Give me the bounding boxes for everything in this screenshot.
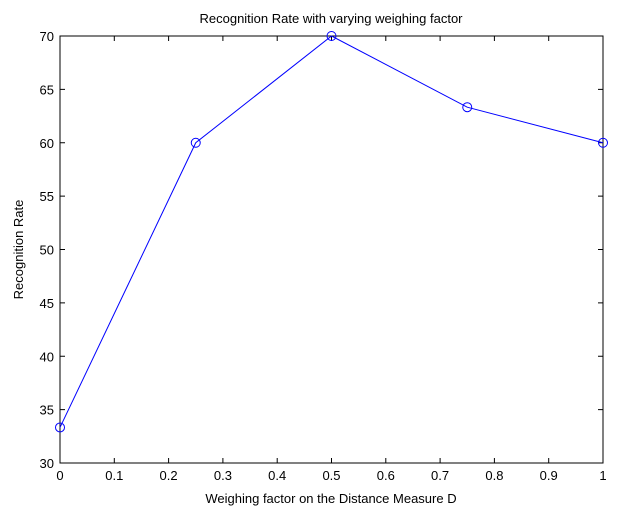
- y-tick-label: 65: [40, 82, 54, 97]
- y-tick-label: 60: [40, 136, 54, 151]
- x-tick-label: 0.8: [485, 468, 503, 483]
- x-tick-label: 0.6: [377, 468, 395, 483]
- data-point: [55, 422, 65, 433]
- y-axis-label: Recognition Rate: [11, 200, 26, 300]
- chart-title: Recognition Rate with varying weighing f…: [199, 11, 463, 26]
- series-line: [59, 35, 604, 428]
- y-tick-label: 50: [40, 243, 54, 258]
- data-point: [326, 31, 337, 41]
- x-tick-label: 0.1: [105, 468, 123, 483]
- x-tick-label: 0.2: [160, 468, 178, 483]
- series-layer: [55, 31, 608, 433]
- y-tick-label: 30: [40, 456, 54, 471]
- data-point: [190, 137, 201, 148]
- y-tick-label: 55: [40, 189, 54, 204]
- x-tick-label: 0.9: [540, 468, 558, 483]
- x-tick-label: 1: [599, 468, 606, 483]
- y-tick-label: 45: [40, 296, 54, 311]
- data-point: [462, 102, 473, 113]
- y-tick-label: 40: [40, 349, 54, 364]
- x-tick-label: 0.7: [431, 468, 449, 483]
- x-axis-label: Weighing factor on the Distance Measure …: [205, 491, 456, 506]
- y-tick-label: 35: [40, 403, 54, 418]
- x-tick-label: 0: [56, 468, 63, 483]
- y-tick-label: 70: [40, 29, 54, 44]
- x-tick-label: 0.3: [214, 468, 232, 483]
- plot-area: [59, 35, 604, 464]
- data-point: [598, 137, 608, 148]
- x-axis: 0 0.1 0.2 0.3 0.4 0.5 0.6 0.7 0.8 0.9 1: [56, 36, 607, 483]
- y-axis: 30 35 40 45 50 55 60 65 70: [40, 29, 603, 471]
- x-tick-label: 0.4: [268, 468, 286, 483]
- x-tick-label: 0.5: [322, 468, 340, 483]
